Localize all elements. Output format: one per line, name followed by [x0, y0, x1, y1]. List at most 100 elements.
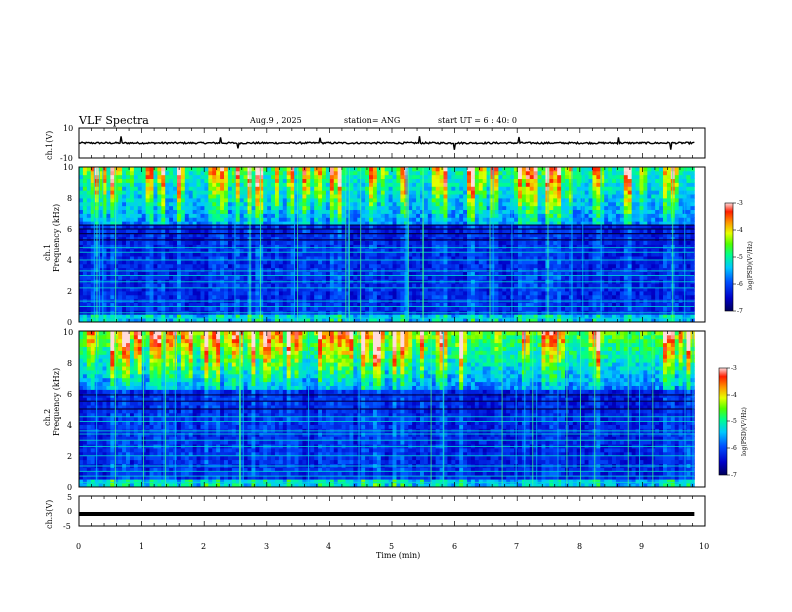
spectrogram-cell [90, 240, 96, 245]
spectrogram-cell [396, 178, 401, 183]
spectrogram-cell [263, 178, 268, 183]
spectrogram-cell [400, 260, 405, 265]
spectrogram-cell [325, 236, 331, 242]
spectrogram-cell [126, 194, 131, 199]
spectrogram-cell [455, 232, 460, 238]
spectrogram-cell [369, 302, 374, 307]
spectrogram-cell [192, 213, 197, 218]
spectrogram-cell [455, 314, 460, 319]
date-label: Aug.9 , 2025 [249, 116, 302, 125]
spectrogram-cell [86, 314, 92, 319]
spectrogram-cell [349, 236, 354, 242]
spectrogram-cell [447, 190, 452, 195]
spectrogram-cell [286, 240, 292, 245]
spectrogram-cell [212, 291, 217, 296]
spectrogram-cell [333, 260, 339, 265]
spectrogram-cell [517, 244, 523, 249]
spectrogram-cell [447, 287, 452, 292]
spectrogram-cell [349, 244, 354, 249]
spectrogram-cell [369, 209, 374, 214]
spectrogram-cell [521, 186, 527, 191]
spectrogram-cell [310, 198, 315, 203]
spectrogram-cell [514, 287, 519, 292]
spectrogram-cell [196, 248, 201, 253]
spectrogram-cell [212, 167, 217, 172]
spectrogram-cell [137, 201, 143, 207]
spectrogram-cell [322, 232, 327, 238]
spectrogram-cell [349, 213, 354, 218]
spectrogram-cell [102, 198, 107, 203]
spectrogram-cell [145, 240, 150, 245]
spectrogram-cell [349, 217, 354, 222]
spectrogram-cell [90, 256, 96, 261]
spectrogram-cell [494, 217, 499, 222]
spectrogram-cell [423, 178, 429, 183]
spectrogram-cell [380, 252, 386, 257]
spectrogram-cell [419, 174, 425, 180]
spectrogram-cell [271, 267, 276, 273]
spectrogram-cell [231, 174, 237, 180]
spectrogram-cell [173, 294, 178, 300]
spectrogram-cell [525, 260, 531, 265]
spectrogram-cell [537, 287, 542, 292]
spectrogram-cell [294, 225, 299, 230]
spectrogram-cell [419, 209, 425, 214]
spectrogram-cell [416, 260, 421, 265]
spectrogram-cell [451, 260, 456, 265]
spectrogram-cell [349, 287, 354, 292]
spectrogram-cell [239, 174, 245, 180]
spectrogram-cell [298, 306, 303, 311]
spectrogram-cell [549, 170, 554, 176]
spectrogram-cell [506, 167, 511, 172]
spectrogram-cell [180, 182, 186, 187]
spectrogram-cell [102, 271, 107, 276]
spectrogram-cell [278, 263, 284, 269]
spectrogram-cell [98, 302, 103, 307]
spectrogram-cell [274, 198, 280, 203]
spectrogram-cell [419, 306, 425, 311]
spectrogram-cell [486, 186, 491, 191]
spectrogram-cell [565, 275, 570, 280]
spectrogram-cell [263, 213, 268, 218]
spectrogram-cell [416, 229, 421, 234]
spectrogram-cell [243, 178, 248, 183]
spectrogram-cell [216, 271, 221, 276]
spectrogram-cell [427, 217, 433, 222]
spectrogram-cell [110, 314, 115, 319]
spectrogram-cell [126, 225, 131, 230]
spectrogram-cell [388, 167, 393, 172]
spectrogram-cell [439, 294, 444, 300]
spectrogram-cell [310, 225, 315, 230]
spectrogram-cell [118, 194, 123, 199]
spectrogram-cell [141, 263, 147, 269]
spectrogram-cell [263, 294, 268, 300]
spectrogram-cell [294, 302, 299, 307]
spectrogram-cell [173, 275, 178, 280]
spectrogram-cell [322, 271, 327, 276]
spectrogram-cell [243, 275, 248, 280]
spectrogram-cell [169, 205, 174, 211]
spectrogram-cell [145, 186, 150, 191]
spectrogram-cell [184, 291, 190, 296]
spectrogram-cell [329, 186, 335, 191]
spectrogram-cell [384, 275, 390, 280]
spectrogram-cell [220, 236, 225, 242]
spectrogram-cell [455, 186, 460, 191]
spectrogram-cell [353, 248, 358, 253]
spectrogram-cell [408, 271, 413, 276]
spectrogram-cell [549, 306, 554, 311]
spectrogram-cell [259, 209, 264, 214]
spectrogram-cell [506, 217, 511, 222]
spectrogram-cell [565, 271, 570, 276]
spectrogram-cell [447, 244, 452, 249]
spectrogram-cell [357, 318, 362, 323]
spectrogram-cell [388, 186, 393, 191]
spectrogram-cell [380, 314, 386, 319]
spectrogram-cell [192, 252, 197, 257]
spectrogram-cell [337, 213, 343, 218]
spectrogram-cell [235, 205, 241, 211]
spectrogram-cell [212, 205, 217, 211]
spectrogram-cell [337, 170, 343, 176]
spectrogram-cell [561, 201, 566, 207]
spectrogram-cell [463, 198, 468, 203]
